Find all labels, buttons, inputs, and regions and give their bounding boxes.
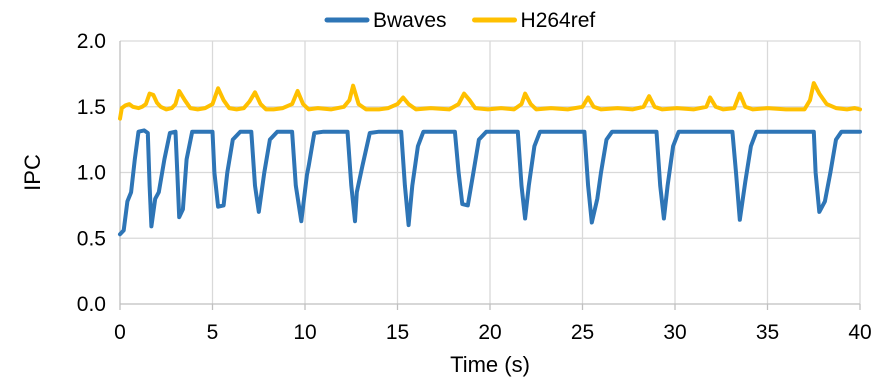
series-line-h264ref [118, 81, 862, 121]
y-axis-title: IPC [20, 154, 45, 191]
x-tick-label: 30 [663, 321, 686, 344]
y-tick-label: 0.5 [77, 227, 106, 250]
x-tick-label: 5 [207, 321, 219, 344]
x-tick-label: 40 [848, 321, 871, 344]
y-tick-label: 0.0 [77, 293, 106, 316]
series-line-bwaves [118, 128, 862, 237]
x-tick-label: 35 [756, 321, 779, 344]
y-tick-label: 1.0 [77, 162, 106, 185]
y-tick-label: 1.5 [77, 96, 106, 119]
grid [120, 40, 861, 304]
x-tick-label: 20 [478, 321, 501, 344]
x-tick-label: 10 [293, 321, 316, 344]
x-tick-label: 25 [571, 321, 594, 344]
x-tick-label: 15 [386, 321, 409, 344]
y-tick-label: 2.0 [77, 30, 106, 53]
legend-label-bwaves: Bwaves [373, 9, 447, 32]
x-axis-title: Time (s) [450, 352, 530, 377]
x-tick-label: 0 [114, 321, 126, 344]
axes: 0.0 0.5 1.0 1.5 2.0 0 5 10 15 20 25 30 35 40 [77, 30, 872, 344]
legend: Bwaves H264ref [324, 9, 596, 32]
series-lines [118, 81, 862, 237]
legend-label-h264ref: H264ref [521, 9, 596, 32]
